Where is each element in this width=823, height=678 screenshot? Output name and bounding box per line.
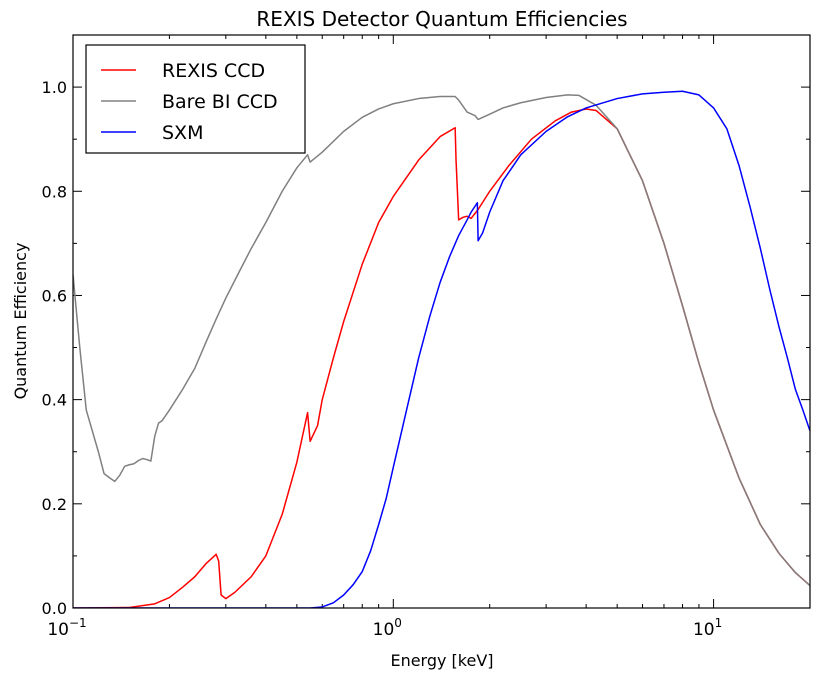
x-tick-label-base: 10 [373, 620, 395, 640]
x-tick-label-base: 10 [693, 620, 715, 640]
y-tick-label: 0.2 [42, 495, 67, 514]
x-tick-label: 101 [693, 616, 722, 640]
y-tick-label: 0.4 [42, 391, 67, 410]
y-axis-label: Quantum Efficiency [11, 243, 30, 400]
y-tick-label: 0.0 [42, 599, 67, 618]
series-line-sxm [73, 90, 810, 608]
series-line-rexis-ccd [73, 108, 810, 608]
plot-frame [72, 34, 811, 609]
y-tick-label: 0.6 [42, 286, 67, 305]
x-tick-label: 10−1 [47, 616, 86, 640]
axis-ticks: 0.00.20.40.60.81.010−1 100 101 [42, 34, 810, 640]
x-tick-label-exponent: 0 [394, 616, 402, 630]
x-tick-label-exponent: 1 [715, 616, 723, 630]
y-tick-label: 0.8 [42, 182, 67, 201]
legend-box [85, 44, 306, 154]
x-axis-label: Energy [keV] [390, 651, 493, 670]
chart-title: REXIS Detector Quantum Efficiencies [256, 7, 627, 31]
y-tick-label: 1.0 [42, 78, 67, 97]
x-tick-label: 100 [373, 616, 402, 640]
legend-label: REXIS CCD [162, 60, 265, 82]
legend: REXIS CCD Bare BI CCD SXM [85, 44, 306, 154]
x-tick-label-base: 10 [47, 620, 69, 640]
series-group [73, 90, 810, 608]
legend-label: Bare BI CCD [162, 91, 278, 113]
legend-label: SXM [162, 122, 203, 144]
series-line-bare-bi-ccd [73, 94, 810, 587]
x-tick-label-exponent: −1 [69, 616, 87, 630]
